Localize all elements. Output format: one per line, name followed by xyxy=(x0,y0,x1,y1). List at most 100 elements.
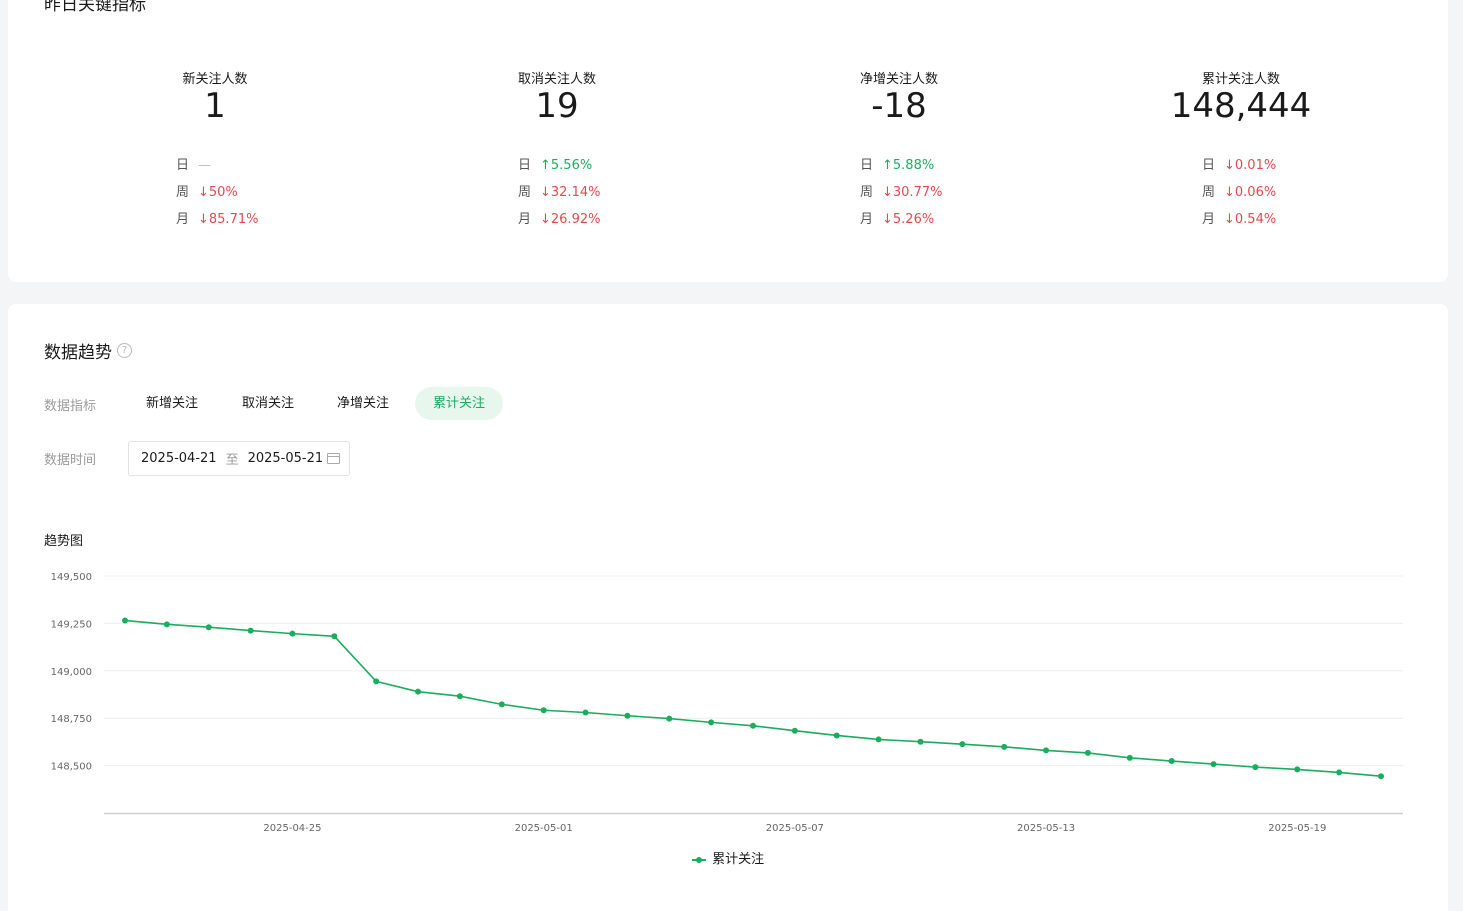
data-point[interactable] xyxy=(791,727,798,734)
compare-value: ↓32.14% xyxy=(540,185,601,200)
compare-row: 日 — xyxy=(176,154,211,173)
compare-key: 日 xyxy=(1202,158,1216,173)
metric-value: 1 xyxy=(204,86,226,126)
compare-value: ↓30.77% xyxy=(882,185,943,200)
data-trend-title-text: 数据趋势 xyxy=(44,343,112,363)
compare-key: 日 xyxy=(860,158,874,173)
time-label: 数据时间 xyxy=(44,453,97,468)
date-end[interactable]: 2025-05-21 xyxy=(247,451,324,466)
data-point[interactable] xyxy=(1336,769,1343,776)
legend-label: 累计关注 xyxy=(712,852,765,867)
data-point[interactable] xyxy=(1294,766,1301,773)
compare-key: 月 xyxy=(1202,212,1216,227)
compare-value: ↑5.88% xyxy=(882,158,935,173)
tab-unfollow[interactable]: 取消关注 xyxy=(242,396,295,411)
metric-value: -18 xyxy=(871,86,927,126)
data-point[interactable] xyxy=(540,707,547,714)
data-point[interactable] xyxy=(163,621,170,628)
compare-key: 周 xyxy=(860,185,874,200)
compare-key: 周 xyxy=(176,185,190,200)
data-point[interactable] xyxy=(917,738,924,745)
compare-value: ↓5.26% xyxy=(882,212,935,227)
compare-value: ↓26.92% xyxy=(540,212,601,227)
data-point[interactable] xyxy=(1252,764,1259,771)
data-point[interactable] xyxy=(1043,747,1050,754)
data-point[interactable] xyxy=(205,624,212,631)
compare-key: 月 xyxy=(518,212,532,227)
x-tick-label: 2025-05-01 xyxy=(515,823,573,834)
x-tick-label: 2025-05-13 xyxy=(1017,823,1075,834)
data-point[interactable] xyxy=(1168,758,1175,765)
compare-value: ↓85.71% xyxy=(198,212,259,227)
x-tick-label: 2025-04-25 xyxy=(263,823,321,834)
compare-value: ↓0.01% xyxy=(1224,158,1277,173)
compare-key: 周 xyxy=(1202,185,1216,200)
data-point[interactable] xyxy=(582,709,589,716)
compare-key: 日 xyxy=(176,158,190,173)
metric-value: 148,444 xyxy=(1170,86,1312,126)
compare-row: 月 ↓85.71% xyxy=(176,208,258,227)
y-tick-label: 149,500 xyxy=(51,572,92,583)
trend-chart: 149,500 149,250 149,000 148,750 148,500 2025-… xyxy=(51,572,1403,834)
tab-new-follow[interactable]: 新增关注 xyxy=(146,396,199,411)
data-point[interactable] xyxy=(1126,754,1133,761)
chart-legend[interactable]: 累计关注 xyxy=(8,848,1448,867)
date-range-picker[interactable]: 2025-04-21 至 2025-05-21 xyxy=(128,441,350,476)
compare-key: 日 xyxy=(518,158,532,173)
calendar-icon[interactable] xyxy=(327,453,340,464)
data-point[interactable] xyxy=(456,693,463,700)
tab-net-follow[interactable]: 净增关注 xyxy=(337,396,390,411)
compare-row: 周 ↓50% xyxy=(176,181,238,200)
compare-value: ↓0.54% xyxy=(1224,212,1277,227)
data-point[interactable] xyxy=(624,712,631,719)
y-tick-label: 149,250 xyxy=(51,619,92,630)
x-tick-label: 2025-05-19 xyxy=(1268,823,1326,834)
date-start[interactable]: 2025-04-21 xyxy=(141,451,217,466)
chart-label: 趋势图 xyxy=(44,534,84,549)
data-trend-title: 数据趋势 ? xyxy=(44,338,132,363)
indicator-label: 数据指标 xyxy=(44,399,97,414)
compare-key: 月 xyxy=(176,212,190,227)
tab-total-follow[interactable]: 累计关注 xyxy=(415,387,504,420)
compare-row: 月 ↓0.54% xyxy=(1202,208,1276,227)
data-point[interactable] xyxy=(289,630,296,637)
key-metrics-title: 昨日关键指标 xyxy=(44,0,146,15)
data-point[interactable] xyxy=(1210,761,1217,768)
compare-row: 月 ↓26.92% xyxy=(518,208,600,227)
compare-row: 日 ↓0.01% xyxy=(1202,154,1276,173)
data-point[interactable] xyxy=(1084,749,1091,756)
compare-value: ↑5.56% xyxy=(540,158,593,173)
data-point[interactable] xyxy=(122,617,128,624)
data-point[interactable] xyxy=(875,736,882,743)
date-separator: 至 xyxy=(225,453,239,468)
data-point[interactable] xyxy=(1378,773,1384,780)
metric-label: 取消关注人数 xyxy=(517,72,596,87)
data-point[interactable] xyxy=(1001,743,1008,750)
y-tick-label: 149,000 xyxy=(51,667,92,678)
compare-key: 周 xyxy=(518,185,532,200)
data-point[interactable] xyxy=(959,741,966,748)
compare-row: 周 ↓32.14% xyxy=(518,181,600,200)
compare-key: 月 xyxy=(860,212,874,227)
data-point[interactable] xyxy=(750,722,756,729)
question-circle-icon[interactable]: ? xyxy=(117,343,132,358)
y-tick-label: 148,750 xyxy=(51,714,92,725)
compare-value: ↓50% xyxy=(198,185,238,200)
metric-label: 新关注人数 xyxy=(182,72,248,87)
series-line xyxy=(124,619,1382,778)
data-point[interactable] xyxy=(833,732,840,739)
metric-label: 净增关注人数 xyxy=(859,72,938,87)
key-metrics-card: 昨日关键指标 新关注人数 1 日 — 周 ↓50% 月 ↓85.71% 取消关注人数 19 日 ↑5.… xyxy=(8,0,1448,282)
compare-value: ↓0.06% xyxy=(1224,185,1277,200)
compare-row: 周 ↓30.77% xyxy=(860,181,942,200)
data-point[interactable] xyxy=(498,701,505,708)
metric-label: 累计关注人数 xyxy=(1201,72,1280,87)
data-point[interactable] xyxy=(415,688,422,695)
data-point[interactable] xyxy=(708,719,715,726)
data-point[interactable] xyxy=(666,715,673,722)
data-point[interactable] xyxy=(247,627,254,634)
compare-row: 日 ↑5.88% xyxy=(860,154,934,173)
data-point[interactable] xyxy=(331,633,338,640)
data-point[interactable] xyxy=(373,678,380,685)
y-tick-label: 148,500 xyxy=(51,762,92,773)
